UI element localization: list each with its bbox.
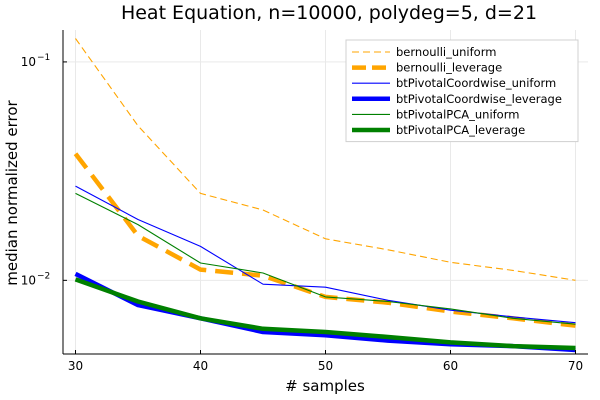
x-tick-label: 60 xyxy=(443,359,458,373)
chart-title: Heat Equation, n=10000, polydeg=5, d=21 xyxy=(121,2,537,24)
series-line-btpivotalpca-uniform xyxy=(75,192,576,325)
legend: bernoulli_uniformbernoulli_leveragebtPiv… xyxy=(345,39,579,143)
legend-label: btPivotalPCA_uniform xyxy=(396,107,519,121)
x-tick-label: 70 xyxy=(568,359,583,373)
plot-frame xyxy=(62,30,588,355)
legend-label: btPivotalPCA_leverage xyxy=(396,123,525,137)
y-tick-label: 10 xyxy=(21,55,36,69)
series-line-btpivotalpca-leverage xyxy=(74,277,576,351)
y-axis-label: median normalized error xyxy=(3,99,21,285)
y-tick-label: 10 xyxy=(21,273,36,287)
legend-label: bernoulli_uniform xyxy=(396,45,496,59)
legend-label: btPivotalCoordwise_uniform xyxy=(396,76,556,90)
legend-box xyxy=(345,39,579,143)
x-axis-label: # samples xyxy=(285,377,365,395)
series-line-bernoulli-uniform xyxy=(75,38,576,281)
series-lines xyxy=(73,38,576,353)
y-tick-exponent: −1 xyxy=(37,53,50,63)
legend-label: bernoulli_leverage xyxy=(396,61,502,75)
x-tick-label: 40 xyxy=(193,359,208,373)
x-tick-label: 50 xyxy=(318,359,333,373)
legend-label: btPivotalCoordwise_leverage xyxy=(396,92,562,106)
x-tick-label: 30 xyxy=(68,359,83,373)
y-tick-exponent: −2 xyxy=(37,271,50,281)
